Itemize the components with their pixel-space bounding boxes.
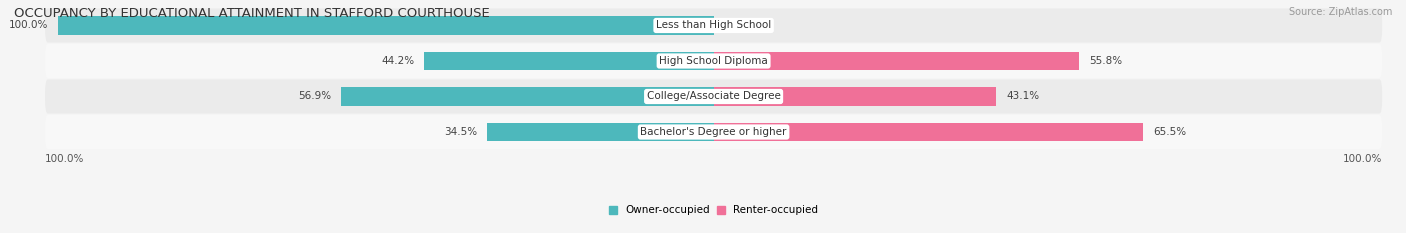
Text: 100.0%: 100.0% [1343, 154, 1382, 164]
FancyBboxPatch shape [45, 79, 1382, 113]
Bar [714, 52, 1080, 70]
Bar [423, 52, 714, 70]
Text: 34.5%: 34.5% [444, 127, 478, 137]
FancyBboxPatch shape [45, 115, 1382, 149]
Text: High School Diploma: High School Diploma [659, 56, 768, 66]
FancyBboxPatch shape [45, 8, 1382, 42]
Text: 55.8%: 55.8% [1090, 56, 1122, 66]
Bar [58, 16, 714, 35]
Legend: Owner-occupied, Renter-occupied: Owner-occupied, Renter-occupied [609, 205, 818, 215]
Bar [714, 123, 1143, 141]
Text: Less than High School: Less than High School [657, 21, 772, 31]
Text: OCCUPANCY BY EDUCATIONAL ATTAINMENT IN STAFFORD COURTHOUSE: OCCUPANCY BY EDUCATIONAL ATTAINMENT IN S… [14, 7, 489, 20]
Text: Source: ZipAtlas.com: Source: ZipAtlas.com [1288, 7, 1392, 17]
Text: College/Associate Degree: College/Associate Degree [647, 92, 780, 102]
Bar [714, 87, 995, 106]
Text: 44.2%: 44.2% [381, 56, 413, 66]
FancyBboxPatch shape [45, 44, 1382, 78]
Text: 56.9%: 56.9% [298, 92, 330, 102]
Text: 65.5%: 65.5% [1153, 127, 1185, 137]
Text: Bachelor's Degree or higher: Bachelor's Degree or higher [640, 127, 787, 137]
Text: 100.0%: 100.0% [45, 154, 84, 164]
Text: 43.1%: 43.1% [1005, 92, 1039, 102]
Bar [488, 123, 714, 141]
Text: 100.0%: 100.0% [8, 21, 48, 31]
Bar [340, 87, 714, 106]
